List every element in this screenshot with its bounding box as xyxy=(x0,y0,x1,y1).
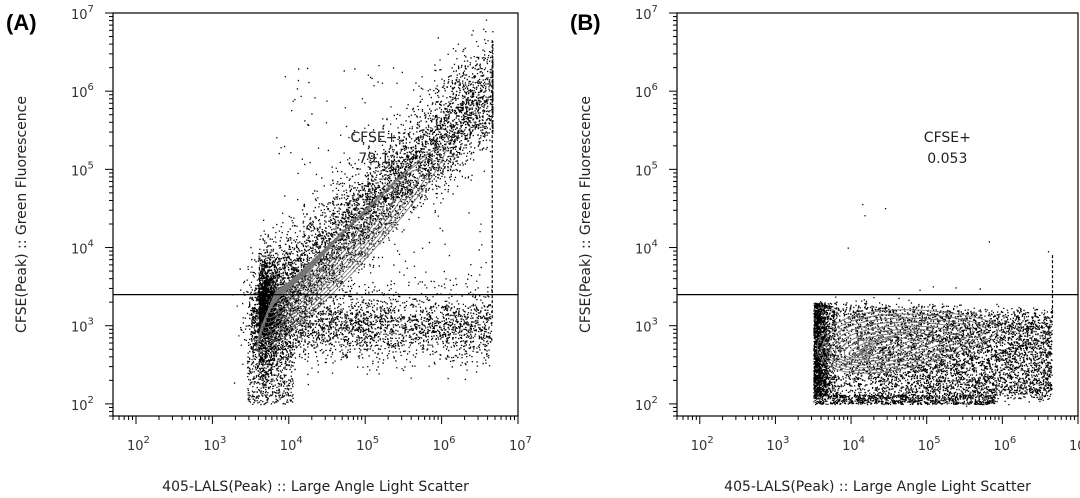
contour-line xyxy=(256,146,446,353)
y-tick-label: 102 xyxy=(635,395,658,414)
x-tick-label: 105 xyxy=(918,435,941,454)
x-tick-label: 104 xyxy=(842,435,865,454)
event-dots xyxy=(231,19,494,406)
x-axis-title: 405-LALS(Peak) :: Large Angle Light Scat… xyxy=(724,479,1031,495)
x-tick-label: 106 xyxy=(993,435,1016,454)
y-tick-label: 105 xyxy=(71,160,94,179)
x-tick-label: 102 xyxy=(691,435,714,454)
y-tick-label: 107 xyxy=(71,4,94,23)
contour-line xyxy=(857,335,884,357)
y-tick-label: 105 xyxy=(635,160,658,179)
y-tick-label: 107 xyxy=(635,4,658,23)
axis-ticks xyxy=(669,12,1079,424)
panel-label: (B) xyxy=(570,10,601,35)
x-axis-title: 405-LALS(Peak) :: Large Angle Light Scat… xyxy=(162,479,469,495)
y-tick-label: 106 xyxy=(635,82,658,101)
contour-line xyxy=(257,157,434,348)
contour-line xyxy=(834,325,948,364)
contour-line xyxy=(856,335,868,363)
y-tick-label: 103 xyxy=(71,317,94,336)
x-tick-label: 107 xyxy=(509,435,532,454)
x-tick-label: 103 xyxy=(766,435,789,454)
plot-frame xyxy=(112,12,519,417)
y-tick-label: 106 xyxy=(71,82,94,101)
event-dot-cloud xyxy=(813,204,1053,407)
x-tick-label: 107 xyxy=(1069,435,1080,454)
contour-lines xyxy=(816,309,1000,374)
gate-value: 0.053 xyxy=(927,151,967,167)
x-tick-label: 104 xyxy=(280,435,303,454)
contour-line xyxy=(861,335,871,359)
contour-line xyxy=(816,309,1000,374)
contour-line xyxy=(848,333,910,357)
x-tick-label: 105 xyxy=(356,435,379,454)
contour-line xyxy=(821,313,987,371)
gate-name: CFSE+ xyxy=(924,130,971,146)
axis-ticks xyxy=(105,12,519,424)
x-tick-label: 103 xyxy=(203,435,226,454)
contour-line xyxy=(830,321,961,366)
panel-b: (B) 102 103 104 105 106 107 102 103 104 105 106 107 4… xyxy=(570,4,1080,495)
y-tick-label: 103 xyxy=(635,317,658,336)
contour-line xyxy=(843,331,922,359)
contour-line xyxy=(825,317,974,369)
contour-line xyxy=(260,179,410,338)
x-tick-label: 102 xyxy=(127,435,150,454)
y-tick-label: 104 xyxy=(635,239,658,258)
y-tick-label: 104 xyxy=(71,239,94,258)
contour-lines xyxy=(256,146,446,353)
y-axis-title: CFSE(Peak) :: Green Fluorescence xyxy=(578,96,594,333)
event-dot-cloud xyxy=(231,19,494,406)
panel-label: (A) xyxy=(6,10,37,35)
event-dots xyxy=(813,204,1054,407)
gate-name: CFSE+ xyxy=(350,130,397,146)
panel-a: (A) 102 103 104 105 106 107 102 103 104 105 106 107 4… xyxy=(6,4,532,495)
y-tick-label: 102 xyxy=(71,395,94,414)
gate-value: 79.1 xyxy=(358,151,389,167)
y-axis-title: CFSE(Peak) :: Green Fluorescence xyxy=(14,96,30,333)
plot-frame xyxy=(676,12,1079,417)
x-tick-label: 106 xyxy=(433,435,456,454)
